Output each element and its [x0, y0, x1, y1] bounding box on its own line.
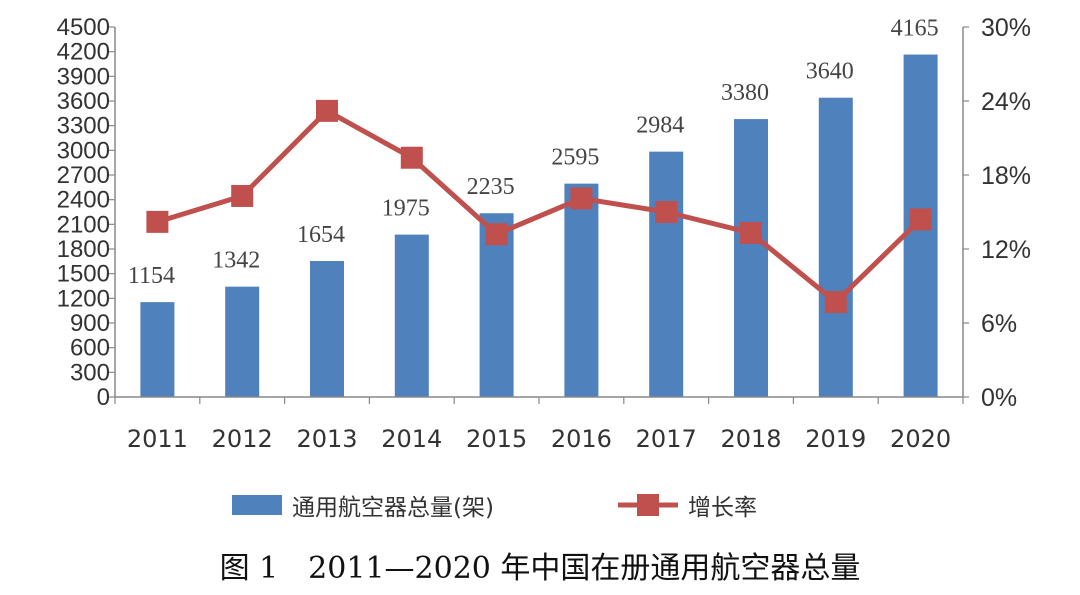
x-tick-label: 2016: [551, 425, 612, 453]
axes: [114, 27, 964, 404]
left-tick-label: 4200: [57, 39, 110, 66]
growth-rate-marker-2011: [146, 210, 169, 233]
x-tick-label: 2017: [636, 425, 697, 453]
right-tick-label: 18%: [981, 162, 1031, 190]
legend-bar-swatch: [232, 495, 282, 515]
bar-2014: [394, 234, 429, 397]
bar-2013: [310, 261, 344, 397]
bar-data-label: 3640: [806, 59, 854, 85]
growth-rate-series: [146, 99, 932, 314]
bar-data-label: 1154: [128, 263, 175, 289]
x-tick-label: 2019: [805, 425, 866, 453]
x-tick-label: 2011: [127, 425, 188, 453]
bar-2016: [564, 183, 599, 397]
x-tick-label: 2018: [720, 425, 781, 453]
bar-data-label: 1654: [297, 222, 345, 248]
left-tick-label: 3000: [57, 137, 110, 164]
x-tick-label: 2013: [296, 425, 357, 453]
legend: 通用航空器总量(架) 增长率: [232, 494, 757, 521]
left-tick-label: 3900: [57, 63, 110, 90]
left-tick-label: 3300: [57, 113, 110, 140]
bar-data-labels: 1154 1342 1654 1975 2235 2595 2984 3380 3640 4165: [128, 16, 939, 290]
right-tick-label: 0%: [981, 384, 1017, 412]
right-tick-label: 30%: [981, 14, 1031, 42]
left-tick-label: 2100: [57, 211, 110, 238]
left-tick-label: 1800: [57, 236, 110, 263]
bar-data-label: 1342: [212, 248, 260, 274]
bar-2012: [225, 286, 260, 397]
bar-data-label: 2235: [467, 174, 515, 200]
growth-rate-marker-2012: [231, 184, 254, 207]
bar-data-label: 4165: [891, 16, 939, 42]
left-tick-label: 0: [97, 384, 110, 411]
bar-series: [140, 54, 938, 398]
growth-rate-line: [156, 108, 923, 305]
left-tick-label: 2400: [57, 187, 110, 214]
bar-data-label: 2595: [551, 145, 599, 171]
x-tick-label: 2012: [212, 425, 273, 453]
figure-caption: 图 1 2011—2020 年中国在册通用航空器总量: [220, 551, 861, 586]
bar-2018: [734, 119, 768, 397]
bar-data-label: 1975: [382, 196, 430, 222]
right-axis-ticks: 0% 6% 12% 18% 24% 30%: [963, 14, 1031, 412]
legend-line-label: 增长率: [688, 495, 757, 521]
left-axis-ticks: 0300600900120015001800210024002700300033…: [57, 14, 115, 411]
growth-rate-marker-2018: [740, 221, 762, 244]
growth-rate-marker-2013: [316, 99, 338, 122]
left-tick-label: 2700: [57, 162, 110, 189]
right-tick-label: 6%: [981, 310, 1017, 338]
right-tick-label: 24%: [981, 88, 1031, 116]
bar-data-label: 2984: [636, 113, 684, 139]
legend-line-marker: [637, 494, 659, 516]
legend-bar-label: 通用航空器总量(架): [292, 495, 494, 521]
bar-data-label: 3380: [721, 80, 769, 106]
left-tick-label: 1500: [57, 261, 110, 288]
growth-rate-marker-2019: [824, 291, 847, 314]
bar-2017: [649, 151, 684, 397]
growth-rate-marker-2016: [570, 187, 593, 210]
left-tick-label: 3600: [57, 88, 110, 115]
bar-2019: [818, 97, 853, 397]
bar-2011: [140, 302, 175, 397]
left-tick-label: 4500: [57, 14, 110, 41]
left-tick-label: 1200: [57, 285, 110, 312]
left-tick-label: 900: [70, 310, 110, 337]
left-tick-label: 600: [70, 335, 110, 362]
right-tick-label: 12%: [981, 236, 1031, 264]
left-tick-label: 300: [70, 359, 110, 386]
growth-rate-marker-2014: [400, 146, 423, 169]
growth-rate-marker-2020: [909, 208, 932, 231]
growth-rate-marker-2015: [485, 223, 508, 246]
x-tick-label: 2015: [466, 425, 527, 453]
growth-rate-marker-2017: [655, 201, 678, 223]
x-tick-label: 2014: [381, 425, 442, 453]
x-axis-ticks: 2011 2012 2013 2014 2015 2016 2017 2018 2019 2020: [127, 425, 951, 453]
x-tick-label: 2020: [890, 425, 951, 453]
